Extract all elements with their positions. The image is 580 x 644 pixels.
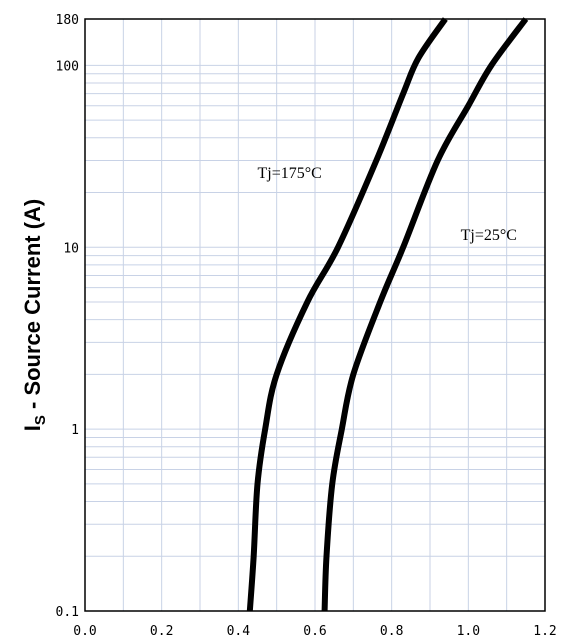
x-tick-label: 0.2 xyxy=(150,624,173,639)
y-tick-label: 0.1 xyxy=(56,605,79,620)
x-tick-label: 0.6 xyxy=(303,624,326,639)
annotation-layer: Tj=175°C Tj=25°C xyxy=(258,165,517,244)
y-tick-label: 1 xyxy=(71,423,79,438)
series-line-tj-175-c xyxy=(246,17,448,612)
y-axis-label-rest: - Source Current (A) xyxy=(20,199,45,415)
x-tick-label: 1.2 xyxy=(533,624,556,639)
series-line-tj-25-c xyxy=(321,17,529,612)
grid-layer xyxy=(85,19,545,612)
plot-border xyxy=(84,18,546,612)
y-tick-label: 100 xyxy=(56,59,79,74)
x-tick-label: 0.8 xyxy=(380,624,403,639)
x-tick-label: 0.4 xyxy=(227,624,251,639)
y-axis-label-subscript: S xyxy=(32,415,49,425)
series-layer xyxy=(246,17,529,612)
x-tick-label: 0.0 xyxy=(73,624,96,639)
series-label-tj-25-c: Tj=25°C xyxy=(461,227,517,244)
series-label-tj-175-c: Tj=175°C xyxy=(258,165,322,182)
tick-layer: 0.0 0.2 0.4 0.6 0.8 1.0 1.2 0.1 1 10 100 180 xyxy=(56,13,557,639)
x-tick-label: 1.0 xyxy=(457,624,480,639)
y-tick-label: 180 xyxy=(56,13,79,28)
y-tick-label: 10 xyxy=(63,241,79,256)
y-axis-label-main: I xyxy=(20,425,45,431)
y-axis-label: IS - Source Current (A) xyxy=(20,199,49,432)
